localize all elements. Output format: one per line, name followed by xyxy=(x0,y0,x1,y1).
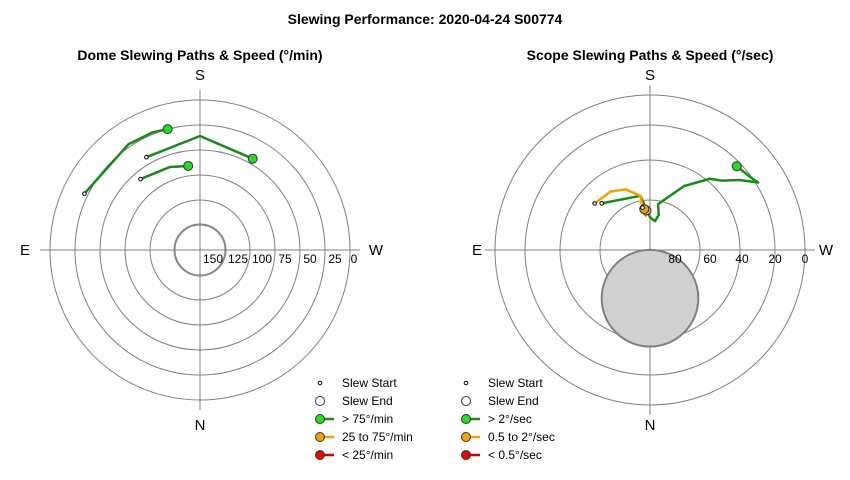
dome-slew-path xyxy=(83,127,168,195)
dome-legend-label: Slew End xyxy=(342,394,393,408)
scope-tick-labels: 80 60 40 20 0 xyxy=(668,252,808,266)
scope-slew-start-marker xyxy=(599,201,604,206)
dome-slew-start-marker xyxy=(144,154,149,160)
dome-slew-path xyxy=(140,164,189,181)
dome-chart-title: Dome Slewing Paths & Speed (°/min) xyxy=(77,47,322,63)
scope-radial-tick-label: 40 xyxy=(735,252,749,266)
dome-radial-tick-label: 125 xyxy=(228,252,248,266)
scope-slew-end-marker xyxy=(731,161,742,172)
scope-legend-label: 0.5 to 2°/sec xyxy=(488,430,555,444)
dome-slew-start-marker xyxy=(138,176,143,182)
dome-legend-marker-slow xyxy=(315,450,325,460)
scope-chart-title: Scope Slewing Paths & Speed (°/sec) xyxy=(527,47,774,63)
scope-direction-e: E xyxy=(472,242,482,259)
scope-radial-tick-label: 20 xyxy=(768,252,782,266)
dome-legend-label: 25 to 75°/min xyxy=(342,430,413,444)
dome-legend-start-symbol xyxy=(317,380,323,386)
scope-panel: Scope Slewing Paths & Speed (°/sec) S N … xyxy=(461,47,834,462)
dome-tick-labels: 150 125 100 75 50 25 0 xyxy=(203,252,358,266)
scope-radial-tick-label: 0 xyxy=(802,252,809,266)
dome-legend-label: Slew Start xyxy=(342,376,397,390)
scope-obstruction-layer xyxy=(600,248,700,348)
dome-legend-label: > 75°/min xyxy=(342,412,393,426)
scope-direction-n: N xyxy=(645,417,656,434)
scope-legend: Slew Start Slew End > 2°/sec 0.5 to 2°/sec <… xyxy=(461,376,555,462)
dome-direction-e: E xyxy=(20,242,30,259)
dome-legend-marker-fast xyxy=(315,414,325,424)
scope-legend-marker-slow xyxy=(461,450,471,460)
scope-paths xyxy=(592,161,760,223)
dome-paths xyxy=(82,124,258,196)
dome-panel: Dome Slewing Paths & Speed (°/min) S N E… xyxy=(20,47,413,462)
scope-slew-start-marker xyxy=(640,205,645,210)
scope-legend-marker-fast xyxy=(461,414,471,424)
scope-legend-label: < 0.5°/sec xyxy=(488,448,542,462)
dome-direction-s: S xyxy=(195,67,205,84)
scope-radial-tick-label: 80 xyxy=(668,252,682,266)
dome-direction-w: W xyxy=(369,242,384,259)
scope-legend-start-symbol xyxy=(463,380,469,386)
dome-grid xyxy=(40,90,360,410)
scope-obstruction xyxy=(600,248,700,348)
dome-radial-tick-label: 25 xyxy=(328,252,342,266)
scope-legend-label: Slew Start xyxy=(488,376,543,390)
dome-direction-n: N xyxy=(195,417,206,434)
dome-slew-path xyxy=(145,134,254,160)
scope-direction-s: S xyxy=(645,67,655,84)
scope-slew-start-marker xyxy=(592,201,597,206)
scope-legend-marker-medium xyxy=(461,432,471,442)
dome-legend-end-symbol xyxy=(315,396,325,406)
scope-legend-end-symbol xyxy=(461,396,471,406)
scope-direction-w: W xyxy=(819,242,834,259)
dome-slew-end-marker xyxy=(183,160,194,171)
scope-radial-tick-label: 60 xyxy=(703,252,717,266)
dome-slew-start-marker xyxy=(82,191,87,196)
dome-legend-marker-medium xyxy=(315,432,325,442)
scope-slew-path xyxy=(593,188,648,218)
dome-radial-tick-label: 0 xyxy=(351,252,358,266)
dome-slew-end-marker xyxy=(247,153,258,164)
scope-slew-path xyxy=(601,165,760,223)
scope-legend-label: > 2°/sec xyxy=(488,412,532,426)
dome-slew-end-marker xyxy=(162,124,173,135)
scope-legend-label: Slew End xyxy=(488,394,539,408)
dome-legend-label: < 25°/min xyxy=(342,448,393,462)
dome-legend: Slew Start Slew End > 75°/min 25 to 75°/min… xyxy=(315,376,413,462)
dome-radial-tick-label: 75 xyxy=(278,252,292,266)
dome-radial-tick-label: 50 xyxy=(303,252,317,266)
page-title: Slewing Performance: 2020-04-24 S00774 xyxy=(288,11,563,27)
dome-radial-tick-label: 150 xyxy=(203,252,223,266)
dome-radial-tick-label: 100 xyxy=(252,252,272,266)
